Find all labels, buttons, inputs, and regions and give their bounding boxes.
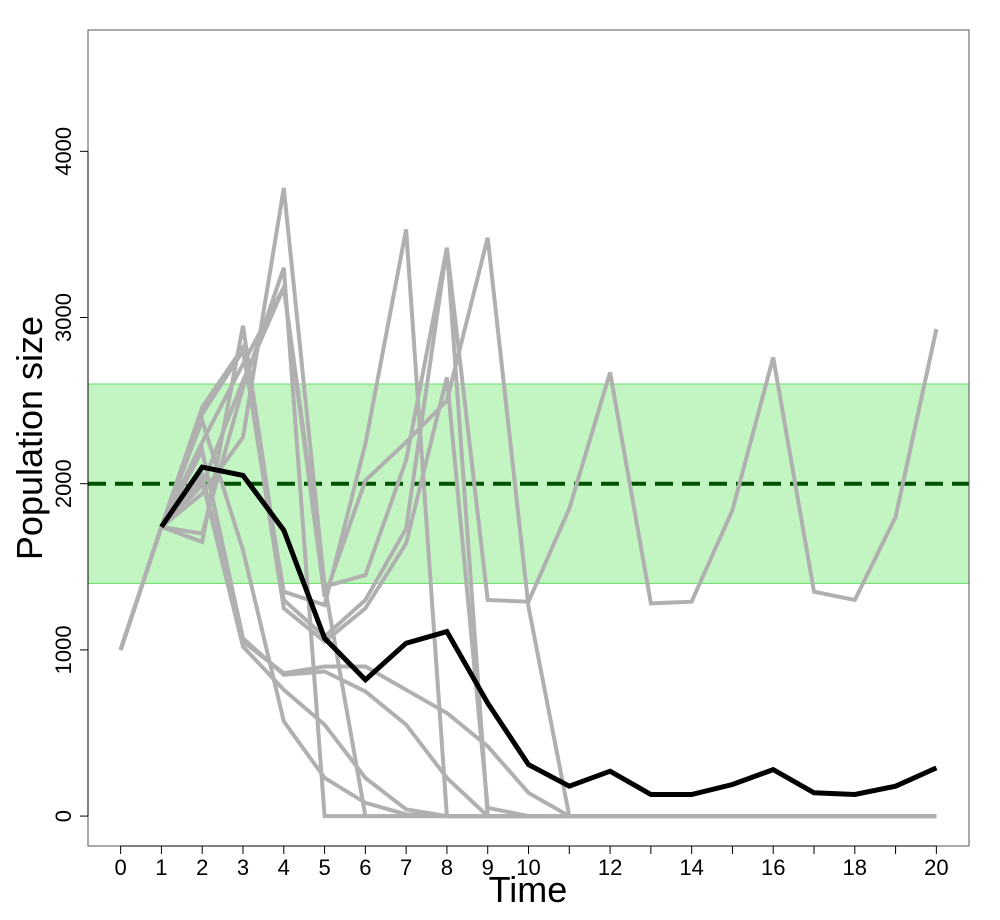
x-tick-label-12: 12: [598, 855, 622, 880]
simulation-line-11: [118, 237, 937, 819]
y-tick-label-0: 0: [51, 810, 76, 822]
y-tick-label-3000: 3000: [51, 293, 76, 342]
x-tick-label-14: 14: [679, 855, 703, 880]
y-tick-label-4000: 4000: [51, 127, 76, 176]
x-tick-label-0: 0: [115, 855, 127, 880]
x-tick-label-2: 2: [196, 855, 208, 880]
y-axis: 0 1000 2000 3000 4000: [51, 127, 89, 822]
x-tick-label-7: 7: [400, 855, 412, 880]
x-tick-label-16: 16: [761, 855, 785, 880]
x-tick-label-9: 9: [482, 855, 494, 880]
x-tick-label-1: 1: [155, 855, 167, 880]
x-tick-label-18: 18: [843, 855, 867, 880]
y-tick-label-1000: 1000: [51, 625, 76, 674]
x-tick-label-10: 10: [516, 855, 540, 880]
x-tick-label-6: 6: [359, 855, 371, 880]
simulation-lines-layer: [118, 187, 939, 819]
x-tick-label-5: 5: [318, 855, 330, 880]
mean-line-layer: [159, 464, 938, 798]
x-axis: 0 1 2 3 4 5 6 7 8 9 10 12 14 16 18 20: [115, 845, 949, 880]
x-tick-label-4: 4: [278, 855, 290, 880]
mean-population-line: [159, 464, 938, 798]
x-tick-label-8: 8: [441, 855, 453, 880]
x-tick-label-20: 20: [924, 855, 948, 880]
x-tick-label-3: 3: [237, 855, 249, 880]
x-axis-label: Time: [489, 869, 568, 910]
y-axis-label: Population size: [9, 316, 50, 560]
y-tick-label-2000: 2000: [51, 459, 76, 508]
